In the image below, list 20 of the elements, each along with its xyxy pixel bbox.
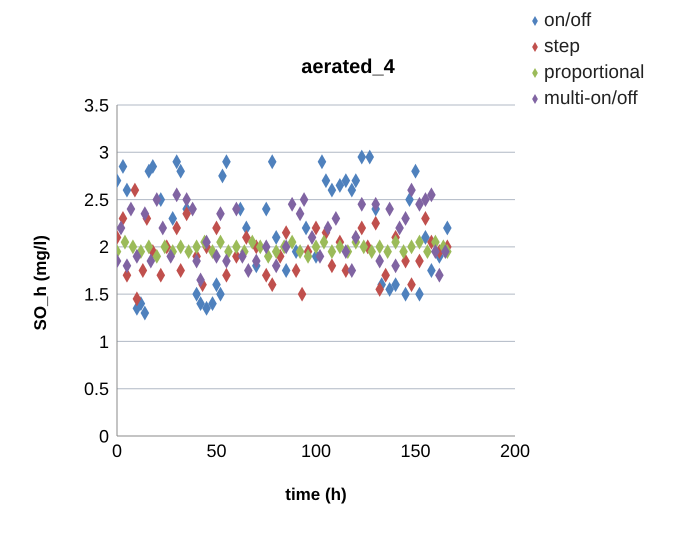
x-tick-label: 50 — [206, 440, 227, 461]
chart-title: aerated_4 — [300, 56, 396, 79]
y-tick-label: 3 — [98, 142, 109, 163]
y-tick-label: 1.5 — [84, 284, 109, 305]
legend-label: on/off — [544, 10, 592, 31]
x-tick-label: 150 — [400, 440, 431, 461]
y-tick-label: 3.5 — [84, 95, 109, 116]
x-tick-label: 0 — [112, 440, 122, 461]
y-tick-label: 2 — [98, 237, 109, 258]
legend-label: multi-on/off — [544, 88, 638, 109]
x-axis-title: time (h) — [285, 485, 347, 504]
y-tick-label: 0 — [98, 426, 109, 446]
y-tick-label: 2.5 — [84, 190, 109, 210]
y-tick-label: 1 — [98, 332, 109, 352]
legend-label: proportional — [544, 62, 644, 83]
x-tick-label: 200 — [500, 440, 530, 461]
x-tick-label: 100 — [300, 440, 332, 461]
y-axis-title: SO_h (mg/l) — [31, 235, 50, 330]
y-tick-label: 0.5 — [84, 379, 109, 400]
legend-label: step — [544, 36, 580, 57]
